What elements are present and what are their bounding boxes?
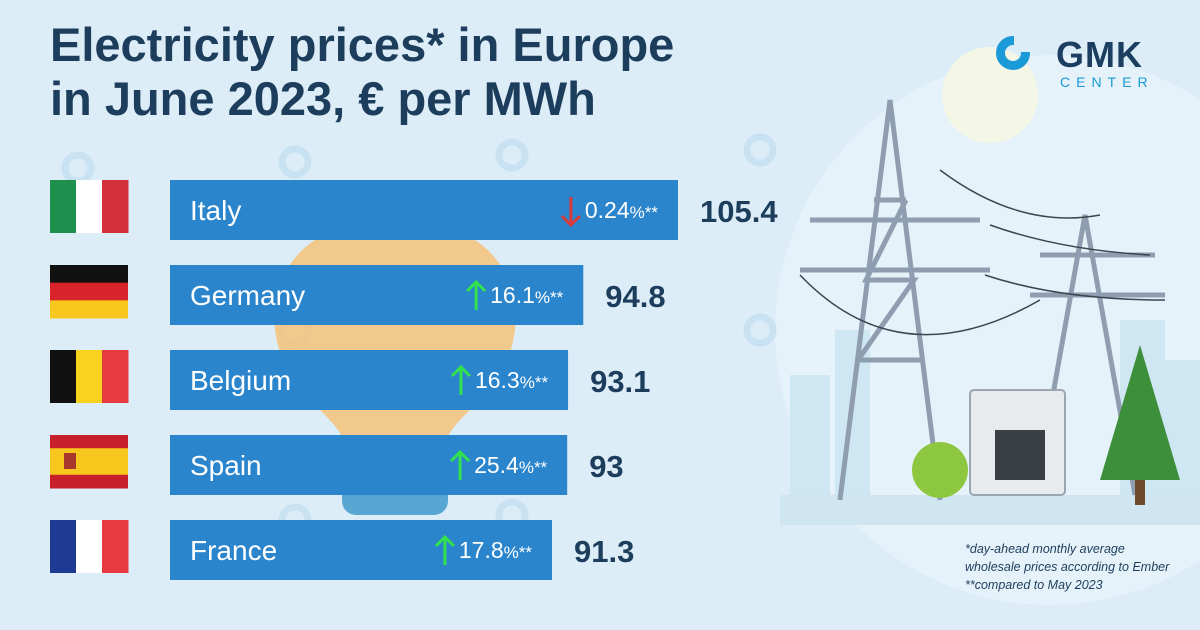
change-label-france: 17.8%** [459, 537, 532, 563]
value-label-spain: 93 [589, 449, 623, 484]
gmk-center-logo: GMK CENTER [996, 34, 1176, 90]
italy-flag-icon [50, 180, 129, 233]
arrow-up-icon-france [434, 534, 455, 565]
arrow-down-icon-italy [560, 197, 581, 228]
change-label-germany: 16.1%** [490, 282, 563, 308]
change-label-italy: 0.24%** [585, 197, 658, 223]
value-label-belgium: 93.1 [590, 364, 650, 399]
category-label-spain: Spain [190, 450, 262, 481]
category-label-italy: Italy [190, 195, 241, 226]
spain-flag-icon [50, 435, 128, 489]
ground [780, 495, 1200, 525]
arrow-up-icon-spain [450, 449, 471, 480]
scene-circle [775, 55, 1200, 605]
footnote-2: wholesale prices according to Ember [965, 560, 1170, 574]
arrow-up-icon-belgium [450, 364, 472, 395]
change-label-belgium: 16.3%** [475, 367, 548, 393]
germany-flag-icon [50, 265, 128, 319]
footnotes: *day-ahead monthly average wholesale pri… [965, 540, 1195, 594]
arrow-up-icon-germany [466, 279, 487, 310]
sun-icon [942, 47, 1038, 143]
title-line-2: in June 2023, € per MWh [50, 72, 596, 125]
bar-germany [170, 265, 584, 325]
title-line-1: Electricity prices* in Europe [50, 18, 675, 71]
category-label-france: France [190, 535, 277, 566]
value-label-germany: 94.8 [605, 279, 665, 314]
transformer-icon [969, 389, 1066, 496]
france-flag-icon [50, 520, 129, 573]
value-label-italy: 105.4 [700, 194, 778, 229]
tree-icon [912, 345, 1180, 505]
value-label-france: 91.3 [574, 534, 634, 569]
bar-spain [170, 435, 568, 495]
logo-main-text: GMK [1056, 34, 1143, 75]
footnote-1: *day-ahead monthly average [965, 542, 1125, 556]
belgium-flag-icon [50, 350, 129, 403]
category-label-belgium: Belgium [190, 365, 291, 396]
footnote-3: **compared to May 2023 [965, 578, 1103, 592]
bar-italy [170, 180, 678, 240]
power-lines [799, 169, 1166, 336]
gmk-ring-logo-icon [996, 36, 1030, 70]
logo-sub-text: CENTER [1060, 74, 1154, 90]
category-label-germany: Germany [190, 280, 305, 311]
change-label-spain: 25.4%** [474, 452, 547, 478]
bar-belgium [170, 350, 569, 410]
page-title: Electricity prices* in Europe in June 20… [50, 18, 674, 126]
bar-france [170, 520, 552, 580]
